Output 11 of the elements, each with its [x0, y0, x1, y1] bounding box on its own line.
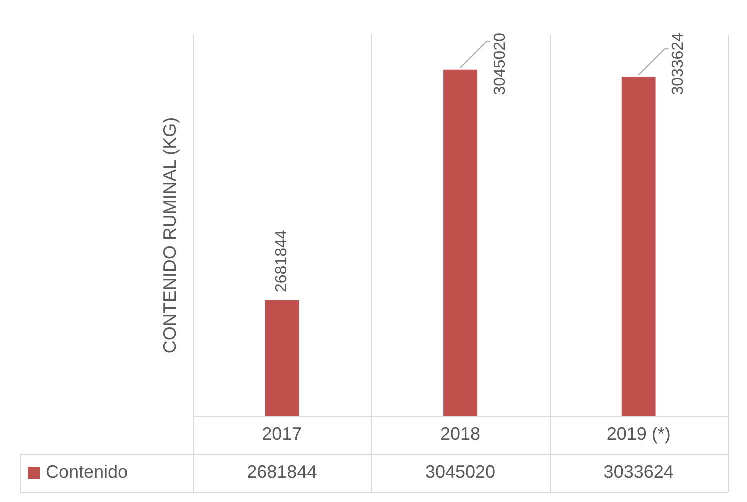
x-tick-label: 2017	[262, 424, 302, 444]
annotation: 3033624	[670, 32, 688, 96]
annotation: 2681844	[274, 230, 291, 293]
y-axis-title: CONTENIDO RUMINAL (KG)	[160, 117, 180, 354]
data-label: 3033624	[604, 462, 674, 482]
annotation: 3045020	[492, 32, 509, 96]
data-label: 2681844	[247, 462, 318, 482]
legend-label: Contenido	[46, 462, 128, 482]
x-tick-label: 2019 (*)	[606, 424, 671, 444]
x-tick-label: 2018	[440, 424, 481, 444]
data-label: 3045020	[425, 462, 496, 482]
